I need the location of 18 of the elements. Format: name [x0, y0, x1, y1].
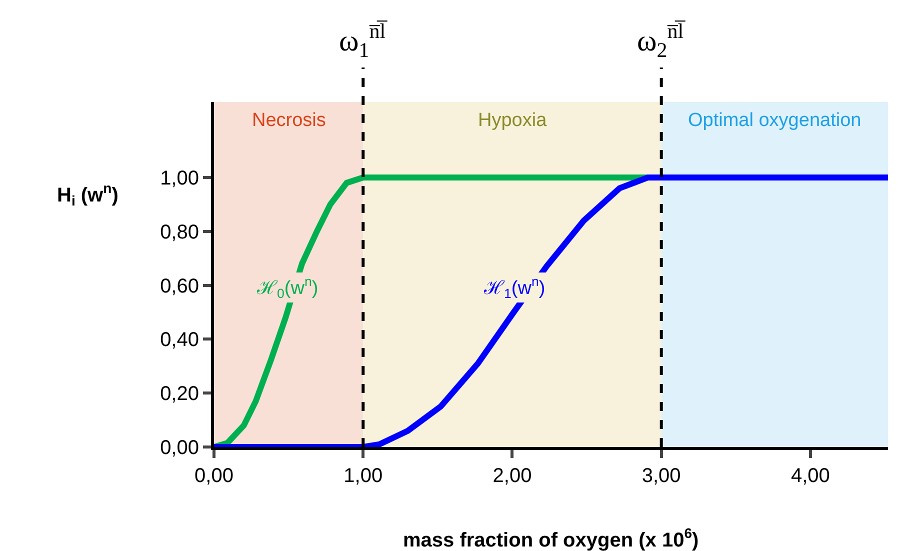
y-tick-label: 0,20	[160, 383, 199, 406]
x-tick-label: 2,00	[492, 465, 532, 487]
y-tick-label: 0,60	[160, 275, 199, 298]
x-tick-label: 4,00	[790, 465, 830, 487]
band-label: Optimal oxygenation	[688, 110, 862, 131]
y-tick-label: 0,00	[160, 437, 199, 459]
y-tick-label: 1,00	[160, 167, 199, 190]
y-axis-title: H$_{i}$ (w$^{n}$)	[57, 180, 118, 209]
y-tick-label: 0,40	[160, 329, 199, 352]
x-tick-label: 1,00	[344, 465, 383, 487]
band-label: Necrosis	[252, 110, 326, 131]
y-tick-label: 0,80	[160, 221, 199, 244]
series-label: ℋ$_{0}$(w$^{n}$)	[256, 274, 318, 301]
x-tick-label: 0,00	[194, 465, 234, 487]
x-tick-label: 3,00	[642, 465, 681, 487]
series-label: ℋ$_{1}$(w$^{n}$)	[483, 274, 546, 301]
x-axis-title: mass fraction of oxygen (x 10$^{6}$)	[403, 525, 699, 551]
band-label: Hypoxia	[478, 110, 548, 131]
